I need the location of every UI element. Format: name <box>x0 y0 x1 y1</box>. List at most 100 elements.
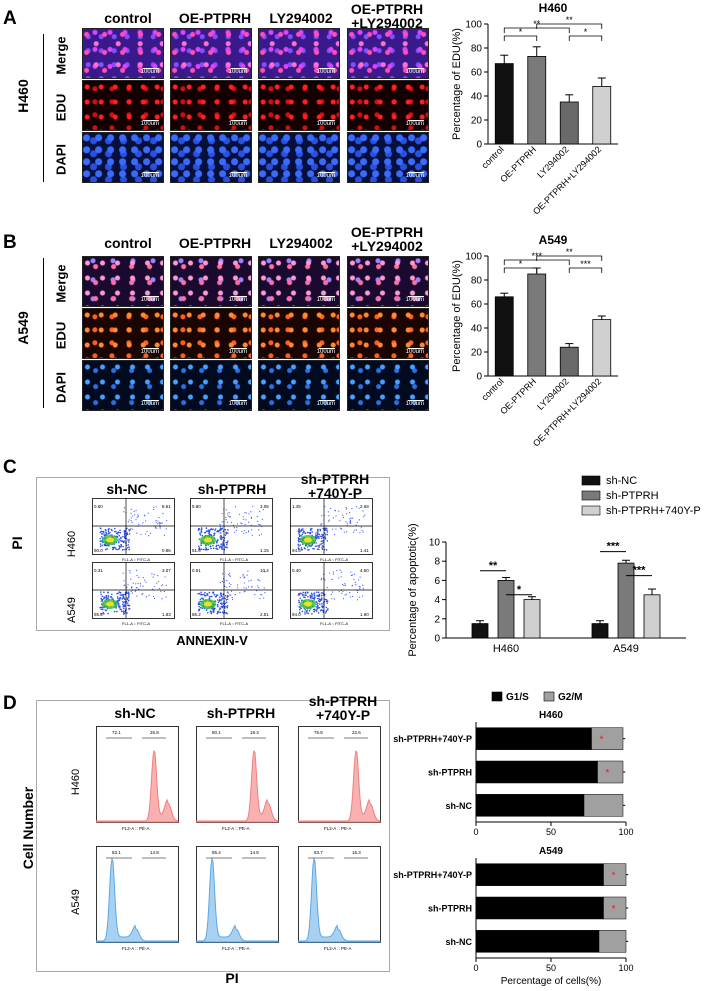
event-dot <box>126 612 128 614</box>
event-dot <box>341 592 343 594</box>
plot-frame <box>190 498 273 555</box>
event-dot <box>205 530 208 533</box>
event-dot <box>107 595 110 597</box>
event-dot <box>227 540 229 542</box>
chart-title: A549 <box>539 233 568 247</box>
plot-frame <box>92 562 175 619</box>
event-dot <box>149 532 152 535</box>
event-dot <box>231 597 233 599</box>
significance-mark: ** <box>566 247 574 257</box>
event-dot <box>358 519 361 521</box>
legend-label: G1/S <box>506 692 529 703</box>
event-dot <box>221 602 223 604</box>
event-dot <box>101 544 104 547</box>
histogram-x-axis-label: FL2-A :: PE-A <box>324 826 352 831</box>
event-dot <box>218 546 221 549</box>
event-dot <box>158 580 160 583</box>
event-dot <box>203 593 205 596</box>
event-dot <box>326 529 328 532</box>
scale-bar: 100um <box>316 121 335 127</box>
event-dot <box>230 590 233 592</box>
histogram-area <box>298 749 381 823</box>
event-dot <box>131 515 134 517</box>
event-dot <box>298 534 301 536</box>
event-dot <box>122 603 124 606</box>
event-dot <box>157 520 159 522</box>
event-dot <box>224 597 227 600</box>
event-dot <box>358 579 360 581</box>
event-dot <box>102 530 105 533</box>
event-dot <box>142 577 144 579</box>
event-dot <box>361 595 364 597</box>
event-dot <box>101 598 104 601</box>
event-dot <box>219 607 221 609</box>
x-tick-label: H460 <box>493 643 519 655</box>
flow-x-axis-label: FL1-A :: FITC-A <box>220 557 248 562</box>
event-dot <box>351 574 353 576</box>
flow-x-axis-label: FL1-A :: FITC-A <box>320 621 348 626</box>
event-dot <box>153 506 155 508</box>
event-dot <box>217 605 219 608</box>
event-dot <box>315 535 317 538</box>
y-tick-label: 0 <box>476 372 482 383</box>
event-dot <box>352 595 354 598</box>
event-dot <box>297 547 300 550</box>
event-dot <box>247 586 250 588</box>
event-dot <box>224 534 227 536</box>
event-dot <box>228 572 231 574</box>
event-dot <box>200 530 202 532</box>
event-dot <box>124 605 127 607</box>
event-dot <box>245 512 247 514</box>
event-dot <box>165 596 167 598</box>
event-dot <box>259 510 261 512</box>
event-dot <box>297 530 300 533</box>
row-label-dapi: DAPI <box>53 143 69 176</box>
event-dot <box>217 544 220 547</box>
event-dot <box>152 576 154 578</box>
event-dot <box>306 612 308 614</box>
event-dot <box>360 526 363 528</box>
event-dot <box>320 533 323 535</box>
event-dot <box>130 508 132 510</box>
event-dot <box>128 546 130 548</box>
micrograph-image: 100um <box>258 360 340 411</box>
event-dot <box>217 539 219 541</box>
gate-g2m-value: 14.8 <box>250 850 259 855</box>
event-dot <box>127 591 130 594</box>
event-dot <box>341 528 343 530</box>
event-dot <box>259 524 261 526</box>
event-dot <box>208 532 210 535</box>
event-dot <box>260 594 262 596</box>
event-dot <box>362 584 364 586</box>
x-tick-label: 100 <box>618 827 633 837</box>
event-dot <box>221 527 224 530</box>
event-dot <box>105 544 107 547</box>
quadrant-q3-value: 1.41 <box>360 548 369 553</box>
event-dot <box>214 528 217 530</box>
event-dot <box>256 515 258 518</box>
histogram-x-axis-label: FL2-A :: PE-A <box>222 826 250 831</box>
event-dot <box>332 573 335 575</box>
event-dot <box>236 584 239 586</box>
event-dot <box>118 538 120 540</box>
event-dot <box>345 521 347 523</box>
event-dot <box>121 549 124 551</box>
event-dot <box>362 531 364 533</box>
bar-segment <box>583 794 624 817</box>
event-dot <box>350 571 352 573</box>
event-dot <box>362 587 364 589</box>
event-dot <box>297 543 300 546</box>
event-dot <box>218 600 221 602</box>
event-dot <box>216 548 219 551</box>
event-dot <box>129 572 131 574</box>
event-dot <box>243 532 245 534</box>
event-dot <box>331 591 334 593</box>
event-dot <box>101 606 104 609</box>
event-dot <box>144 579 146 581</box>
event-dot <box>130 520 132 522</box>
event-dot <box>332 571 334 573</box>
gate-g2m-value: 16.3 <box>352 850 361 855</box>
event-dot <box>261 518 263 520</box>
micrograph-image: 100um <box>82 256 164 307</box>
